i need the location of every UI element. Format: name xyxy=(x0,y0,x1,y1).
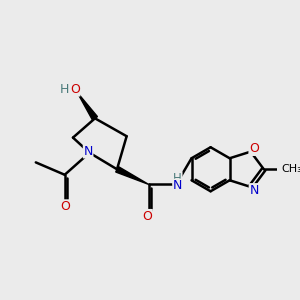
Text: N: N xyxy=(173,179,182,192)
Text: H: H xyxy=(60,83,69,96)
Text: O: O xyxy=(60,200,70,213)
Text: H: H xyxy=(173,172,182,185)
Polygon shape xyxy=(77,92,98,120)
Text: O: O xyxy=(142,210,152,223)
Polygon shape xyxy=(116,167,149,184)
Text: CH₃: CH₃ xyxy=(281,164,300,174)
Text: O: O xyxy=(249,142,259,155)
Text: N: N xyxy=(249,184,259,197)
Text: N: N xyxy=(83,145,93,158)
Text: O: O xyxy=(70,83,80,96)
